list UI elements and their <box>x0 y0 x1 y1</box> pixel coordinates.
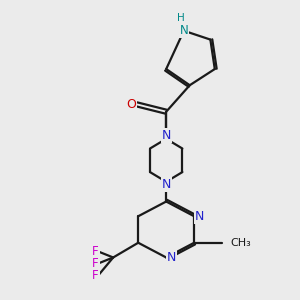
Text: O: O <box>127 98 136 111</box>
Text: N: N <box>179 24 188 37</box>
Text: F: F <box>92 257 99 270</box>
Text: CH₃: CH₃ <box>230 238 251 248</box>
Text: N: N <box>195 210 204 223</box>
Text: N: N <box>161 178 171 191</box>
Text: N: N <box>167 251 176 264</box>
Text: N: N <box>161 129 171 142</box>
Text: H: H <box>177 14 185 23</box>
Text: F: F <box>92 245 99 258</box>
Text: F: F <box>92 268 99 282</box>
